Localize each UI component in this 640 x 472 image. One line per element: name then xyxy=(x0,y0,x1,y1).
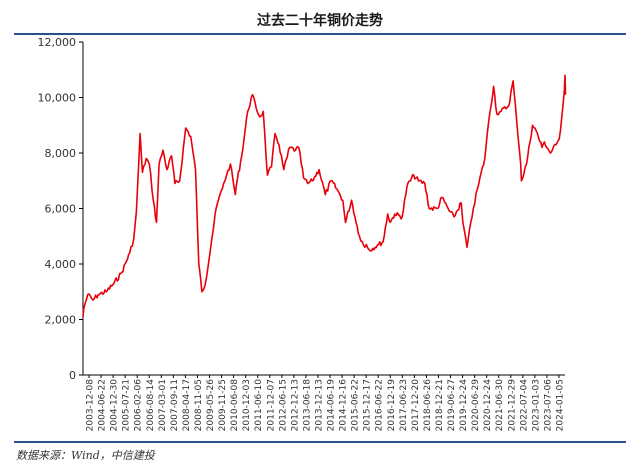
y-tick-label: 0 xyxy=(69,369,76,382)
chart-title: 过去二十年铜价走势 xyxy=(257,13,383,29)
x-tick-label: 2008-11-05 xyxy=(194,379,204,431)
x-tick-label: 2016-12-19 xyxy=(387,379,397,432)
x-tick-label: 2007-03-01 xyxy=(158,379,168,431)
y-tick-label: 8,000 xyxy=(45,147,77,160)
x-tick-label: 2008-04-17 xyxy=(182,379,192,431)
x-tick-label: 2006-02-06 xyxy=(134,379,144,432)
x-tick-label: 2012-12-13 xyxy=(290,379,300,431)
y-tick-label: 4,000 xyxy=(45,258,77,271)
price-series-line xyxy=(82,74,567,317)
x-tick-label: 2004-06-22 xyxy=(98,379,108,431)
footer-rule xyxy=(14,441,626,443)
x-tick-label: 2015-12-17 xyxy=(363,379,373,431)
x-tick-label: 2013-12-13 xyxy=(314,379,324,431)
x-tick-label: 2020-12-24 xyxy=(483,379,493,432)
x-tick-label: 2011-06-10 xyxy=(254,379,264,432)
title-rule xyxy=(14,33,626,35)
x-tick-label: 2010-12-03 xyxy=(242,379,252,431)
x-tick-label: 2021-06-30 xyxy=(495,379,505,432)
x-tick-label: 2019-06-27 xyxy=(447,379,457,431)
x-tick-label: 2022-07-04 xyxy=(519,379,529,432)
x-tick-label: 2024-01-05 xyxy=(555,379,565,431)
y-tick-label: 10,000 xyxy=(38,92,77,105)
source-note: 数据来源：Wind，中信建投 xyxy=(16,449,155,462)
x-tick-label: 2005-07-21 xyxy=(122,379,132,431)
y-axis: 0 2,000 4,000 6,000 8,000 10,000 12,000 xyxy=(38,36,84,382)
x-tick-label: 2013-06-18 xyxy=(302,379,312,432)
x-tick-label: 2016-06-22 xyxy=(375,379,385,431)
x-tick-label: 2017-06-23 xyxy=(399,379,409,431)
y-tick-label: 6,000 xyxy=(45,203,77,216)
y-tick-label: 2,000 xyxy=(45,314,77,327)
x-tick-label: 2011-12-07 xyxy=(266,379,276,431)
x-tick-label: 2019-12-24 xyxy=(459,379,469,432)
x-tick-label: 2007-09-11 xyxy=(170,379,180,431)
x-tick-label: 2023-01-03 xyxy=(531,379,541,431)
x-tick-label: 2004-12-30 xyxy=(110,379,120,432)
x-tick-label: 2014-06-19 xyxy=(327,379,337,432)
x-tick-label: 2021-12-29 xyxy=(507,379,517,432)
x-tick-label: 2009-11-25 xyxy=(218,379,228,431)
x-tick-label: 2010-06-08 xyxy=(230,379,240,432)
x-tick-label: 2014-12-16 xyxy=(339,379,349,432)
x-tick-label: 2003-12-08 xyxy=(86,379,96,432)
y-tick-label: 12,000 xyxy=(38,36,77,49)
x-tick-label: 2006-08-14 xyxy=(146,379,156,432)
x-tick-label: 2018-06-26 xyxy=(423,379,433,432)
x-tick-label: 2023-07-06 xyxy=(543,379,553,432)
x-tick-label: 2020-06-29 xyxy=(471,379,481,432)
x-tick-label: 2017-12-20 xyxy=(411,379,421,432)
x-axis: 2003-12-08 2004-06-22 2004-12-30 2005-07-21… xyxy=(83,374,565,432)
plot-area xyxy=(82,74,567,317)
x-tick-label: 2018-12-21 xyxy=(435,379,445,431)
x-tick-label: 2009-05-26 xyxy=(206,379,216,432)
x-tick-label: 2012-06-15 xyxy=(278,379,288,431)
x-tick-label: 2015-06-22 xyxy=(351,379,361,431)
